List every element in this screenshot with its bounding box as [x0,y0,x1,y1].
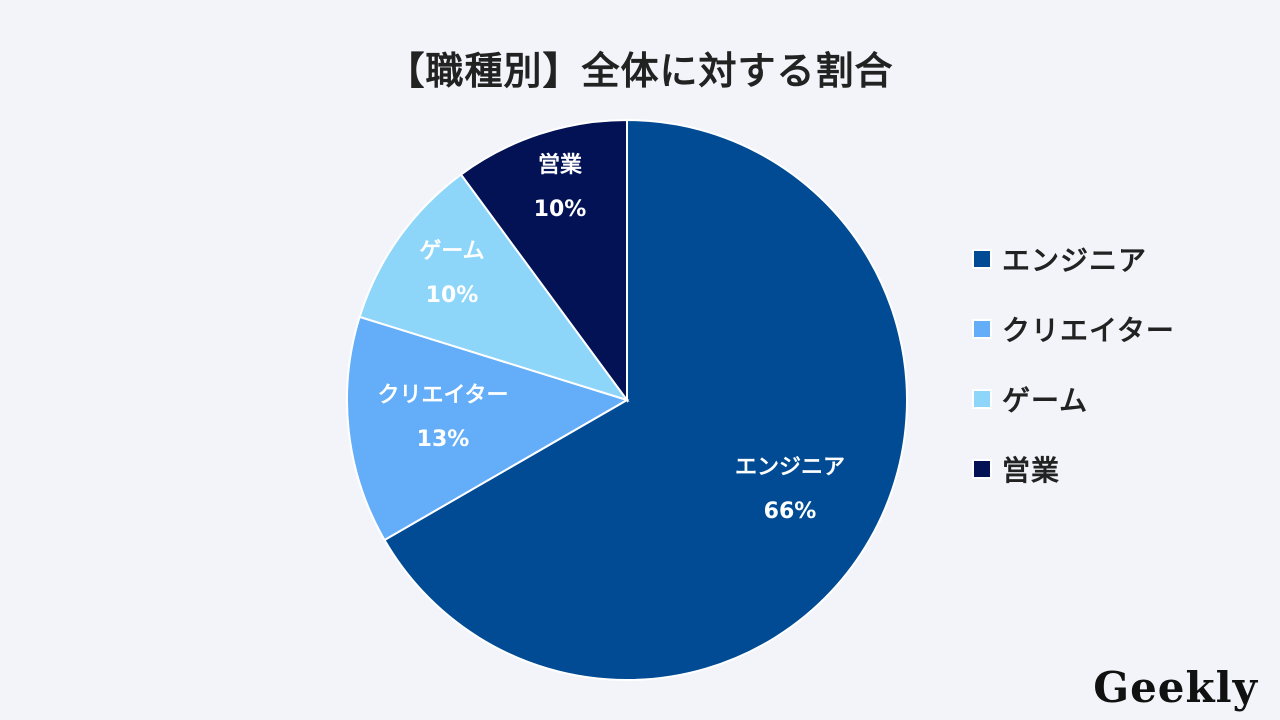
legend-swatch [972,319,992,339]
legend-swatch [972,249,992,269]
geekly-logo: Geekly [1093,663,1258,712]
slice-name: 営業 [537,153,583,178]
slice-name: ゲーム [419,239,485,264]
slice-label-engineer: エンジニア 66% [735,446,845,534]
slice-pct: 13% [416,427,470,452]
legend-label: ゲーム [1002,384,1089,417]
pie-slice-engineer [383,118,908,681]
slice-pct: 10% [425,283,479,308]
pie-slice-sales [459,118,628,404]
legend-swatch [972,459,992,479]
legend-swatch [972,389,992,409]
slice-name: クリエイター [377,383,509,408]
slice-pct: 66% [763,499,817,524]
slice-label-game: ゲーム 10% [419,230,484,318]
legend-item-engineer: エンジニア [972,204,1175,314]
chart-title: 【職種別】全体に対する割合 [386,49,894,93]
legend: エンジニア クリエイター ゲーム 営業 [972,204,1175,524]
legend-label: クリエイター [1002,314,1175,347]
legend-label: 営業 [1002,454,1061,487]
legend-item-sales: 営業 [972,414,1175,524]
legend-item-game: ゲーム [972,344,1175,454]
pie-slice-creator [346,315,630,542]
slice-name: エンジニア [734,455,846,480]
slice-pct: 10% [533,197,587,222]
legend-label: エンジニア [1002,244,1148,277]
pie-slice-game [358,173,630,402]
slice-label-creator: クリエイター 13% [377,374,508,462]
slice-label-sales: 営業 10% [534,144,587,232]
legend-item-creator: クリエイター [972,274,1175,384]
